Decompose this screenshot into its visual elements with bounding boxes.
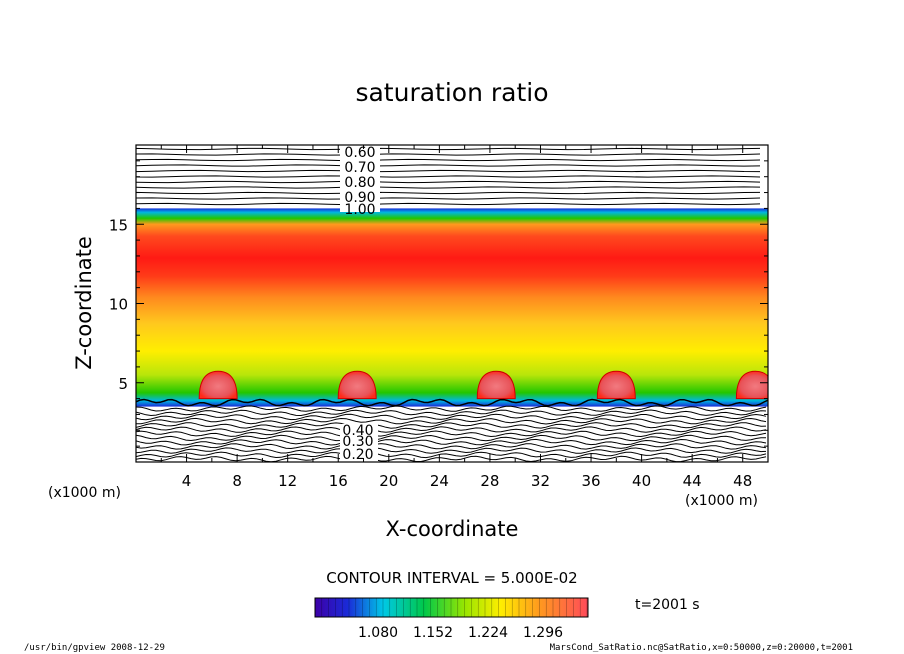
colorbar-tick-label: 1.224 — [468, 625, 508, 641]
x-tick-label: 48 — [733, 472, 752, 490]
contour-line — [136, 455, 767, 462]
contour-line — [136, 443, 767, 450]
contour-line — [136, 426, 767, 433]
contour-line — [136, 186, 761, 189]
y-tick-label: 15 — [109, 216, 128, 234]
contour-line — [136, 413, 767, 421]
contour-line — [136, 422, 767, 429]
contour-line — [136, 164, 761, 167]
contour-line — [136, 153, 761, 156]
contour-label: 0.20 — [342, 447, 373, 463]
x-axis-ticks: 4 8 12 16 20 24 28 32 36 40 44 48 — [160, 145, 769, 490]
contour-line — [136, 438, 767, 446]
x-tick-label: 32 — [531, 472, 550, 490]
cloud-cells — [198, 370, 768, 400]
x-tick-label: 40 — [632, 472, 651, 490]
saturation-band — [136, 208, 768, 407]
footer-program: /usr/bin/gpview 2008-12-29 — [24, 643, 165, 653]
plot-area — [136, 145, 768, 462]
y-tick-label: 10 — [109, 296, 128, 314]
contour-line — [136, 447, 767, 454]
upper-contour-lines — [136, 147, 761, 206]
colorbar-tick-label: 1.152 — [413, 625, 453, 641]
contour-label: 0.30 — [342, 434, 373, 450]
contour-line — [136, 158, 761, 162]
x-tick-label: 28 — [480, 472, 499, 490]
y-tick-label: 5 — [118, 375, 128, 393]
x-tick-label: 44 — [683, 472, 702, 490]
contour-line — [136, 202, 761, 206]
x-tick-label: 36 — [581, 472, 600, 490]
contour-line — [136, 430, 767, 438]
y-axis-ticks: 5 10 15 — [109, 160, 768, 447]
footer-source: MarsCond_SatRatio.nc@SatRatio,x=0:50000,… — [550, 643, 853, 653]
contour-label: 1.00 — [344, 202, 375, 218]
x-tick-label: 24 — [430, 472, 449, 490]
band-lower-edge — [136, 398, 768, 407]
colorbar-tick-label: 1.080 — [358, 625, 398, 641]
contour-label: 0.40 — [342, 423, 373, 439]
cloud-cell — [198, 370, 238, 400]
contour-line — [136, 169, 761, 173]
contour-line — [136, 197, 761, 200]
x-tick-label: 20 — [379, 472, 398, 490]
contour-line — [136, 405, 767, 412]
contour-line — [136, 191, 761, 195]
contour-label: 0.80 — [344, 175, 375, 191]
contour-line — [136, 409, 767, 417]
cloud-cell — [337, 370, 377, 400]
contour-interval-text: CONTOUR INTERVAL = 5.000E-02 — [326, 569, 577, 587]
chart-title: saturation ratio — [355, 78, 548, 107]
contour-label: 0.60 — [344, 145, 375, 161]
contour-label: 0.70 — [344, 160, 375, 176]
x-tick-label: 8 — [232, 472, 242, 490]
x-axis-title: X-coordinate — [386, 517, 519, 541]
colorbar-tick-label: 1.296 — [523, 625, 563, 641]
colorbar-divisions — [321, 598, 588, 617]
time-label: t=2001 s — [635, 597, 700, 613]
lower-contour-lines — [136, 405, 767, 462]
y-axis-title: Z-coordinate — [72, 236, 96, 370]
contour-line — [136, 180, 761, 184]
x-tick-label: 16 — [329, 472, 348, 490]
contour-line — [136, 175, 761, 178]
x-tick-label: 4 — [182, 472, 192, 490]
x-tick-label: 12 — [278, 472, 297, 490]
contour-line — [136, 451, 767, 459]
upper-contour-labels: 0.60 0.70 0.80 0.90 1.00 — [340, 145, 380, 218]
cloud-cell — [596, 370, 636, 400]
lower-contour-labels: 0.40 0.30 0.20 — [340, 423, 378, 463]
cloud-cell — [476, 370, 516, 400]
colorbar: 1.080 1.152 1.224 1.296 — [314, 597, 589, 641]
contour-line — [136, 147, 761, 151]
contour-label: 0.90 — [344, 190, 375, 206]
z-unit-label: (x1000 m) — [48, 485, 121, 501]
x-unit-label: (x1000 m) — [685, 493, 758, 509]
contour-line — [136, 434, 767, 442]
cloud-cell — [735, 370, 768, 400]
contour-line — [136, 417, 767, 425]
